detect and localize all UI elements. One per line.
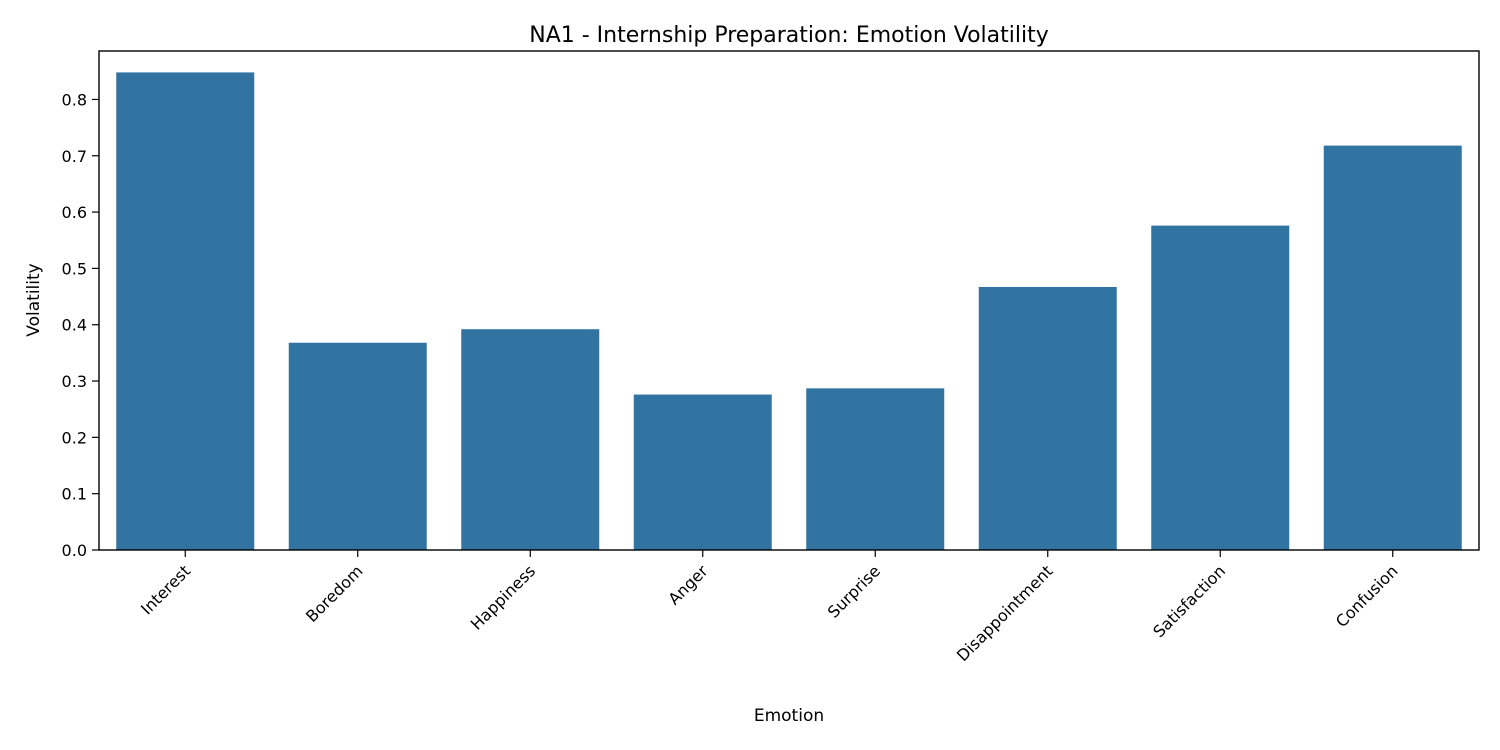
y-tick-label: 0.7: [62, 147, 87, 166]
x-tick-label: Surprise: [824, 561, 884, 621]
bar-confusion: [1323, 145, 1462, 550]
bar-anger: [633, 394, 772, 550]
y-tick-label: 0.3: [62, 372, 87, 391]
chart-title: NA1 - Internship Preparation: Emotion Vo…: [529, 23, 1049, 48]
y-tick-label: 0.2: [62, 428, 87, 447]
y-tick-label: 0.1: [62, 485, 87, 504]
x-tick-label: Satisfaction: [1149, 561, 1229, 641]
bars-group: [116, 72, 1462, 551]
x-tick-label: Anger: [664, 561, 711, 608]
x-tick-label: Disappointment: [953, 561, 1057, 665]
bar-boredom: [288, 342, 427, 550]
bar-disappointment: [978, 286, 1117, 550]
bar-interest: [116, 72, 255, 551]
y-tick-label: 0.6: [62, 203, 87, 222]
x-tick-label: Happiness: [467, 561, 539, 633]
bar-surprise: [806, 388, 945, 550]
y-tick-label: 0.0: [62, 541, 87, 560]
y-tick-label: 0.5: [62, 259, 87, 278]
x-tick-label: Confusion: [1332, 561, 1402, 631]
plot-frame: [98, 50, 1480, 551]
x-tick-label: Boredom: [302, 561, 367, 626]
bar-satisfaction: [1151, 225, 1290, 550]
y-axis-ticks: 0.0 0.1 0.2 0.3 0.4 0.5 0.6 0.7 0.8: [62, 90, 99, 560]
bar-happiness: [461, 329, 600, 550]
y-axis-label: Volatility: [24, 263, 44, 336]
x-axis-ticks: Interest Boredom Happiness Anger Surprise Dis…: [137, 550, 1402, 665]
x-tick-label: Interest: [137, 561, 194, 618]
y-tick-label: 0.4: [62, 316, 87, 335]
y-tick-label: 0.8: [62, 90, 87, 109]
x-axis-label: Emotion: [754, 706, 824, 726]
